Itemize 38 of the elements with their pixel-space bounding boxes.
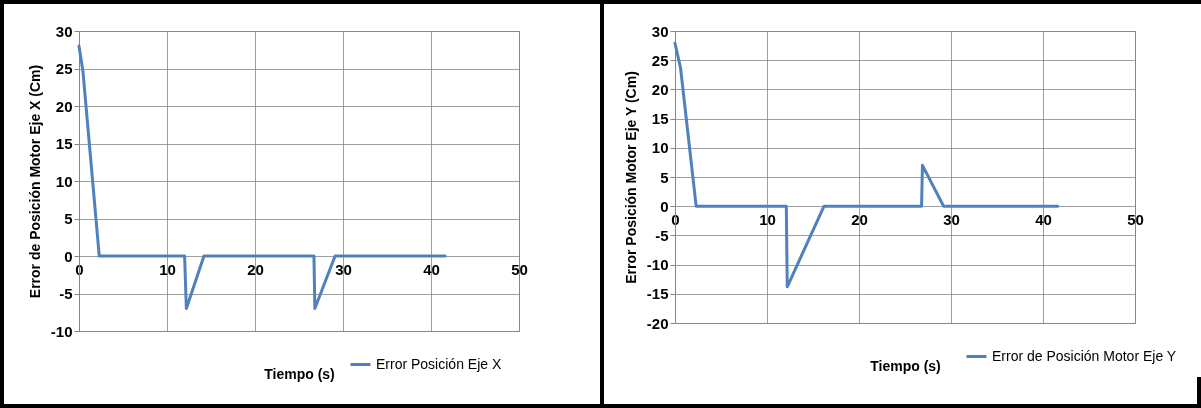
y-tick-label: -20 bbox=[646, 314, 669, 332]
x-tick-label: 10 bbox=[159, 260, 176, 278]
y-tick-label: 5 bbox=[660, 168, 669, 186]
x-tick-label: 20 bbox=[851, 210, 868, 228]
x-tick-label: 40 bbox=[1035, 210, 1052, 228]
y-tick-label: 25 bbox=[651, 51, 669, 69]
y-tick-label: -5 bbox=[655, 226, 669, 244]
x-tick-label: 20 bbox=[247, 260, 264, 278]
y-tick-label: -10 bbox=[50, 322, 73, 340]
x-tick-label: 30 bbox=[943, 210, 960, 228]
x-tick-label: 10 bbox=[759, 210, 776, 228]
legend-label: Error de Posición Motor Eje Y bbox=[992, 347, 1177, 364]
y-tick-label: 10 bbox=[651, 139, 669, 157]
y-tick-label: -5 bbox=[59, 285, 73, 302]
y-axis-title: Error de Posición Motor Eje X (Cm) bbox=[26, 64, 43, 299]
legend-label: Error Posición Eje X bbox=[376, 355, 502, 372]
y-tick-label: 0 bbox=[64, 247, 73, 265]
x-axis-title: Tiempo (s) bbox=[870, 357, 941, 374]
y-tick-label: 30 bbox=[55, 22, 73, 40]
x-axis-title: Tiempo (s) bbox=[264, 365, 335, 382]
y-tick-label: 20 bbox=[55, 97, 73, 115]
x-tick-label: 30 bbox=[335, 260, 352, 278]
y-tick-label: 30 bbox=[651, 22, 669, 40]
y-tick-label: 15 bbox=[651, 110, 669, 128]
x-tick-label: 50 bbox=[1127, 210, 1144, 228]
line-series bbox=[77, 44, 447, 310]
y-tick-label: 15 bbox=[55, 135, 73, 152]
x-tick-label: 40 bbox=[423, 260, 440, 278]
y-tick-label: 25 bbox=[55, 60, 73, 77]
y-tick-label: 5 bbox=[64, 210, 73, 227]
y-tick-label: -15 bbox=[646, 285, 669, 303]
y-axis-title: Error Posición Motor Eje Y (Cm) bbox=[622, 71, 639, 284]
y-tick-label: -10 bbox=[646, 256, 669, 274]
y-tick-label: 10 bbox=[55, 172, 73, 190]
y-tick-label: 0 bbox=[660, 197, 669, 215]
line-series bbox=[673, 41, 1060, 289]
x-tick-label: 50 bbox=[511, 260, 528, 278]
y-tick-label: 20 bbox=[651, 80, 669, 98]
